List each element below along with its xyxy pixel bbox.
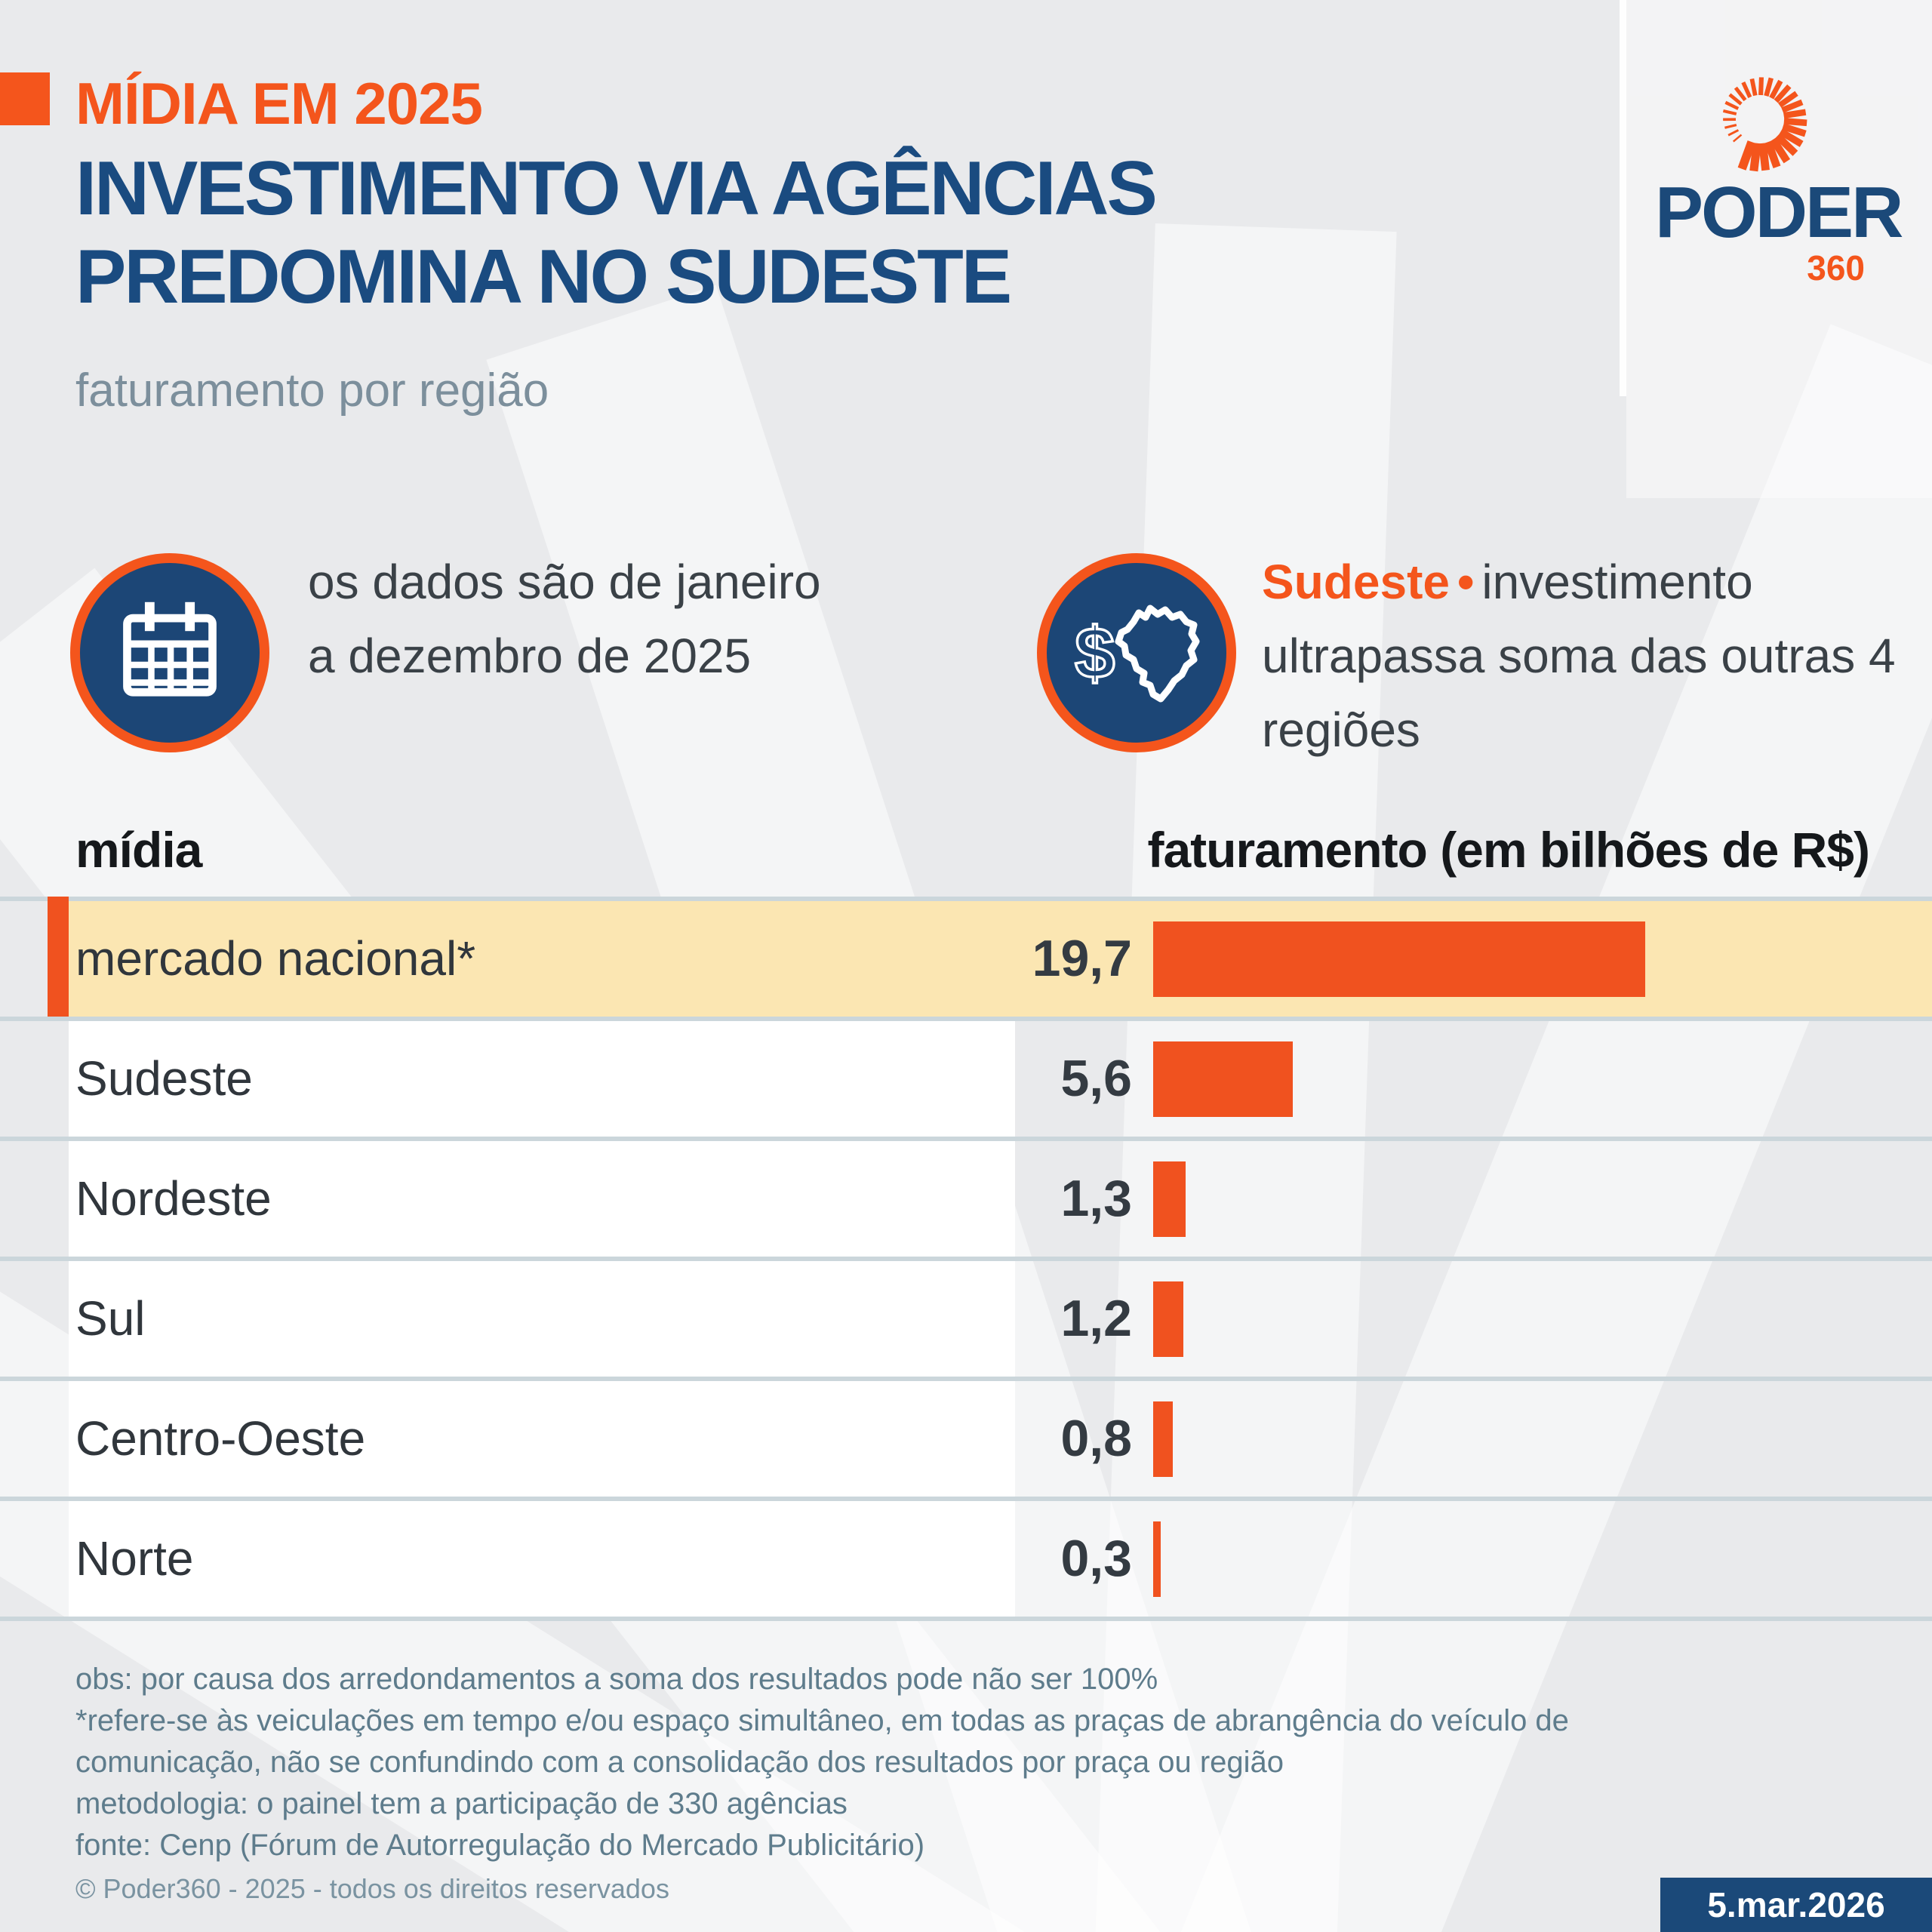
bar-table: mercado nacional* 19,7 Sudeste 5,6 Norde…	[0, 897, 1932, 1621]
row-bar	[1153, 1281, 1183, 1357]
row-value: 19,7	[1032, 930, 1132, 987]
table-row-norte: Norte 0,3	[0, 1497, 1932, 1617]
row-value: 0,8	[1060, 1410, 1132, 1467]
row-label-panel	[69, 1381, 1015, 1497]
note-asterisk: *refere-se às veiculações em tempo e/ou …	[75, 1704, 1569, 1779]
row-label: Centro-Oeste	[75, 1411, 366, 1466]
calendar-icon-circle	[70, 553, 269, 752]
page-subtitle: faturamento por região	[75, 365, 549, 417]
page-title: INVESTIMENTO VIA AGÊNCIAS PREDOMINA NO S…	[75, 146, 1158, 319]
note-fonte: fonte: Cenp (Fórum de Autorregulação do …	[75, 1829, 925, 1862]
callout-sudeste-highlight: Sudeste	[1262, 555, 1450, 609]
sunburst-logo-icon	[1722, 77, 1807, 172]
column-header-value: faturamento (em bilhões de R$)	[1147, 822, 1870, 878]
row-bar	[1153, 1161, 1186, 1237]
kicker-marker	[0, 72, 50, 125]
row-label-panel	[69, 1141, 1015, 1257]
bullet-separator: •	[1457, 555, 1475, 609]
poder360-logo: PODER 360	[1655, 65, 1903, 288]
row-bar	[1153, 1401, 1174, 1477]
row-bar	[1153, 1521, 1161, 1597]
table-row-centro-oeste: Centro-Oeste 0,8	[0, 1377, 1932, 1497]
svg-text:$: $	[1075, 613, 1115, 694]
row-label: Sudeste	[75, 1051, 253, 1106]
calendar-icon	[123, 601, 217, 697]
note-obs: obs: por causa dos arredondamentos a som…	[75, 1663, 1158, 1696]
brazil-money-icon: $	[1073, 605, 1200, 703]
table-row-nordeste: Nordeste 1,3	[0, 1137, 1932, 1257]
callout-sudeste: Sudeste • investimento ultrapassa soma das…	[1262, 545, 1896, 767]
footnotes: obs: por causa dos arredondamentos a som…	[75, 1659, 1887, 1866]
row-value: 1,2	[1060, 1290, 1132, 1347]
row-value: 1,3	[1060, 1170, 1132, 1227]
highlight-row-marker	[48, 897, 69, 1017]
row-value: 5,6	[1060, 1050, 1132, 1107]
table-bottom-divider	[0, 1617, 1932, 1621]
row-label: Sul	[75, 1291, 146, 1346]
table-row-mercado-nacional: mercado nacional* 19,7	[0, 897, 1932, 1017]
note-metodologia: metodologia: o painel tem a participação…	[75, 1787, 848, 1820]
kicker: MÍDIA EM 2025	[75, 70, 483, 137]
row-label-panel	[69, 1021, 1015, 1137]
row-label: Nordeste	[75, 1171, 272, 1226]
row-label: mercado nacional*	[75, 931, 476, 986]
column-header-media: mídia	[75, 822, 202, 878]
row-label-panel	[69, 1261, 1015, 1377]
copyright: © Poder360 - 2025 - todos os direitos re…	[75, 1873, 669, 1904]
callout-period: os dados são de janeiro a dezembro de 20…	[308, 555, 821, 683]
date-badge: 5.mar.2026	[1660, 1878, 1932, 1932]
callout-sudeste-text: investimento ultrapassa soma das outras …	[1262, 555, 1896, 757]
row-label-panel	[69, 1501, 1015, 1617]
row-bar	[1153, 921, 1645, 997]
logo-360: 360	[1807, 248, 1865, 288]
row-value: 0,3	[1060, 1530, 1132, 1587]
table-row-sudeste: Sudeste 5,6	[0, 1017, 1932, 1137]
table-row-sul: Sul 1,2	[0, 1257, 1932, 1377]
row-label: Norte	[75, 1531, 194, 1586]
vertical-divider-line	[1620, 0, 1626, 396]
row-bar	[1153, 1041, 1294, 1117]
brazil-money-icon-circle: $	[1037, 553, 1236, 752]
logo-wordmark: PODER	[1655, 172, 1903, 253]
